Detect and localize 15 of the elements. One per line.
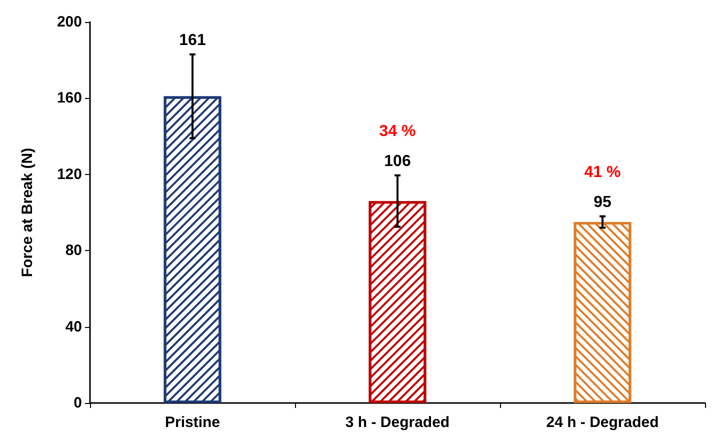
data-label: 95 bbox=[594, 194, 612, 211]
x-tick-label: 3 h - Degraded bbox=[345, 414, 450, 431]
y-tick-label: 160 bbox=[56, 90, 82, 107]
y-tick-label: 120 bbox=[56, 166, 82, 183]
annotation: 34 % bbox=[379, 122, 416, 140]
y-axis-title: Force at Break (N) bbox=[19, 148, 36, 278]
data-label: 161 bbox=[179, 32, 206, 49]
y-tick-label: 80 bbox=[65, 242, 82, 260]
x-tick-label: 24 h - Degraded bbox=[546, 414, 659, 431]
data-label: 106 bbox=[384, 152, 411, 170]
y-tick-label: 200 bbox=[56, 14, 82, 30]
x-tick-label: Pristine bbox=[164, 414, 220, 431]
y-tick-label: 40 bbox=[65, 318, 82, 336]
annotation: 41 % bbox=[584, 164, 621, 181]
y-tick-label: 0 bbox=[74, 394, 82, 412]
